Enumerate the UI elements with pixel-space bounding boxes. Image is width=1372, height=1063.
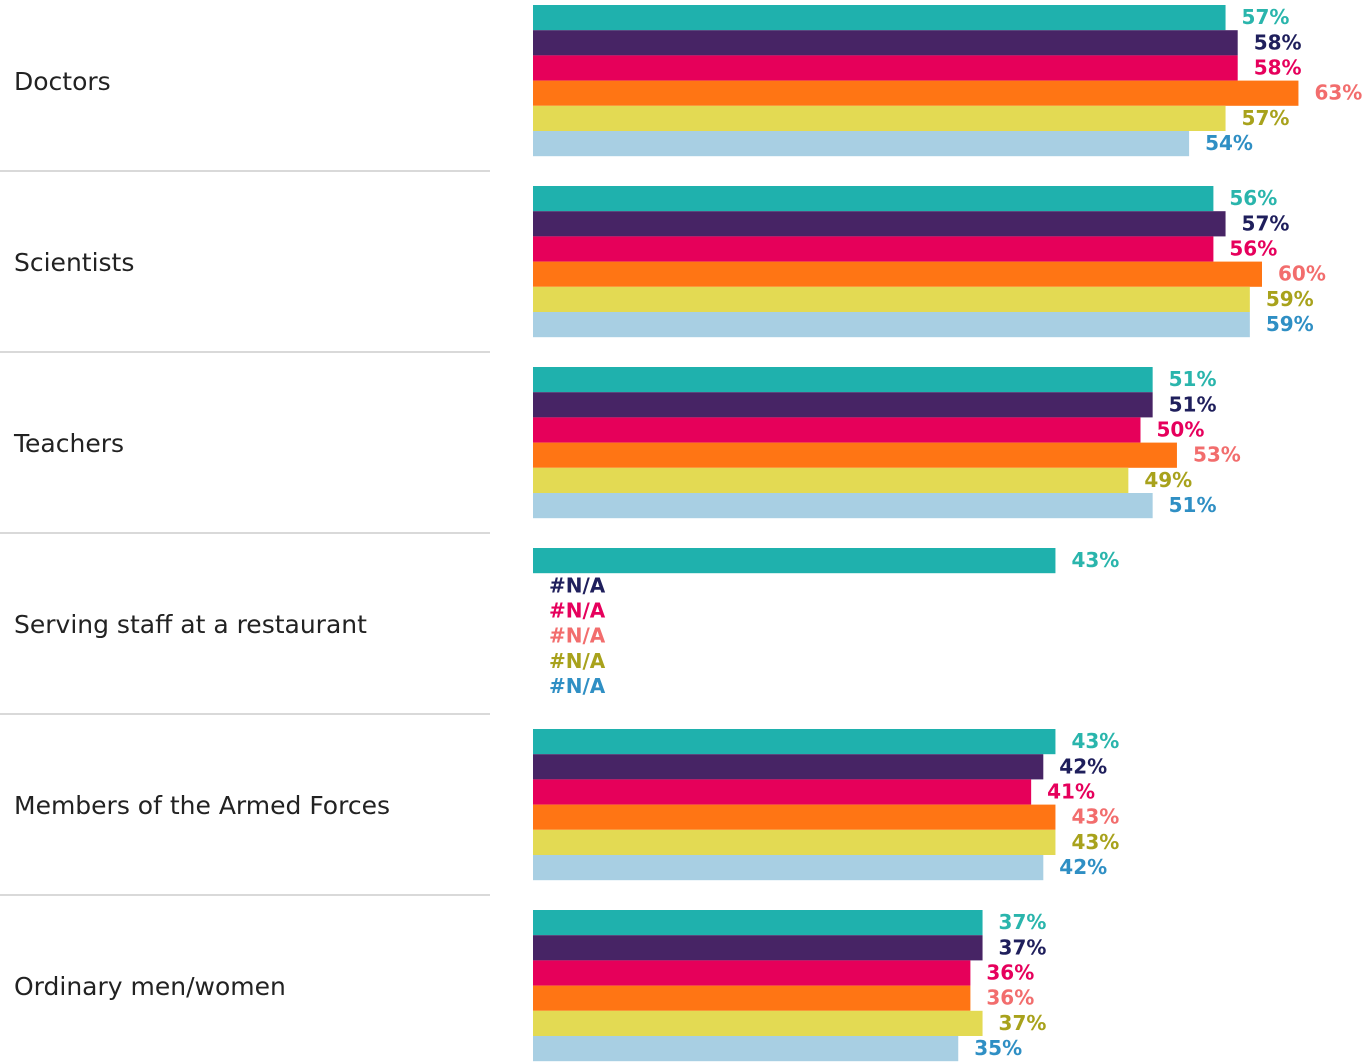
category-label: Serving staff at a restaurant — [14, 610, 367, 639]
value-label: 59% — [1266, 312, 1314, 336]
value-label: 36% — [986, 961, 1034, 985]
value-label: 43% — [1071, 548, 1119, 572]
value-label: 58% — [1254, 56, 1302, 80]
category-label: Teachers — [13, 429, 124, 458]
bar — [533, 417, 1141, 443]
value-label: 51% — [1169, 493, 1217, 517]
value-label: 63% — [1314, 81, 1362, 105]
value-label: 54% — [1205, 131, 1253, 155]
bar — [533, 985, 971, 1011]
bar — [533, 1036, 959, 1062]
bar — [533, 935, 983, 961]
bar — [533, 1010, 983, 1036]
bar — [533, 910, 983, 936]
category-label: Ordinary men/women — [14, 972, 286, 1001]
value-label: #N/A — [549, 674, 606, 698]
value-label: 53% — [1193, 443, 1241, 467]
value-label: 51% — [1169, 392, 1217, 416]
value-label: 35% — [974, 1036, 1022, 1060]
bar — [533, 548, 1056, 574]
bar — [533, 442, 1177, 468]
bar — [533, 261, 1262, 287]
value-label: 37% — [999, 910, 1047, 934]
bar — [533, 467, 1129, 493]
bar — [533, 30, 1238, 56]
value-label: 56% — [1229, 237, 1277, 261]
bar — [533, 55, 1238, 81]
bar — [533, 131, 1190, 157]
bar — [533, 729, 1056, 755]
value-label: #N/A — [549, 599, 606, 623]
value-label: 58% — [1254, 30, 1302, 54]
value-label: 57% — [1242, 211, 1290, 235]
value-label: 37% — [999, 935, 1047, 959]
category-label: Members of the Armed Forces — [14, 791, 390, 820]
value-label: 43% — [1071, 830, 1119, 854]
category-label: Doctors — [14, 67, 111, 96]
value-label: #N/A — [549, 649, 606, 673]
bar — [533, 855, 1044, 881]
bar — [533, 80, 1299, 106]
bar — [533, 754, 1044, 780]
bar — [533, 829, 1056, 855]
value-label: #N/A — [549, 624, 606, 648]
value-label: 42% — [1059, 855, 1107, 879]
value-label: 60% — [1278, 262, 1326, 286]
bar — [533, 286, 1250, 312]
bar — [533, 779, 1032, 805]
value-label: 49% — [1144, 468, 1192, 492]
value-label: #N/A — [549, 573, 606, 597]
value-label: 37% — [999, 1011, 1047, 1035]
bar — [533, 392, 1153, 418]
bar — [533, 312, 1250, 338]
value-label: 59% — [1266, 287, 1314, 311]
category-label: Scientists — [14, 248, 134, 277]
value-label: 57% — [1242, 106, 1290, 130]
value-label: 51% — [1169, 367, 1217, 391]
bar — [533, 236, 1214, 262]
bar — [533, 211, 1226, 237]
bar — [533, 367, 1153, 393]
value-label: 56% — [1229, 186, 1277, 210]
bar — [533, 960, 971, 986]
value-label: 36% — [986, 986, 1034, 1010]
value-label: 57% — [1242, 5, 1290, 29]
value-label: 43% — [1071, 805, 1119, 829]
bar — [533, 186, 1214, 212]
value-label: 42% — [1059, 754, 1107, 778]
value-label: 50% — [1157, 418, 1205, 442]
bar — [533, 5, 1226, 31]
bar — [533, 493, 1153, 519]
bar — [533, 105, 1226, 131]
value-label: 43% — [1071, 729, 1119, 753]
bar — [533, 804, 1056, 830]
value-label: 41% — [1047, 780, 1095, 804]
